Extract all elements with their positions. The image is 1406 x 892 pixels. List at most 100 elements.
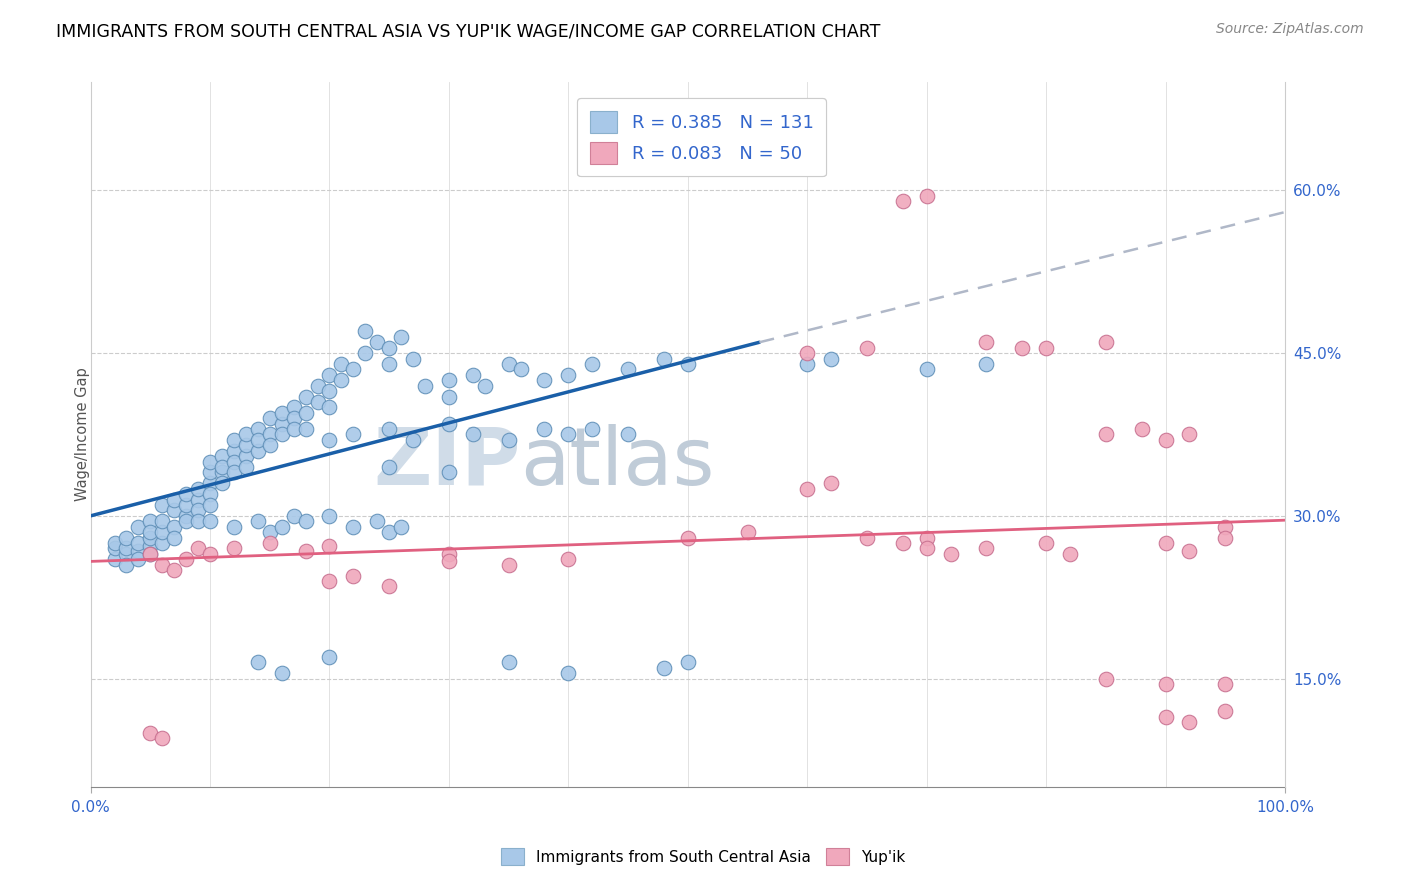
Point [270,427,292,442]
Legend: Immigrants from South Central Asia, Yup'ik: Immigrants from South Central Asia, Yup'… [495,842,911,871]
Point [676,531,699,545]
Point [270,417,292,431]
Point [1154,536,1177,550]
Point [270,666,292,681]
Point [342,427,364,442]
Point [222,466,245,480]
Text: Source: ZipAtlas.com: Source: ZipAtlas.com [1216,22,1364,37]
Point [461,368,484,382]
Point [318,401,340,415]
Point [235,460,257,475]
Point [246,443,269,458]
Point [163,531,186,545]
Point [127,536,149,550]
Point [1035,341,1057,355]
Point [198,454,221,468]
Point [437,547,460,561]
Point [198,547,221,561]
Point [270,519,292,533]
Point [498,655,520,669]
Point [318,433,340,447]
Point [318,508,340,523]
Point [1094,427,1116,442]
Point [378,579,401,593]
Point [270,406,292,420]
Point [1154,709,1177,723]
Point [533,373,555,387]
Point [354,325,377,339]
Point [939,547,962,561]
Point [378,341,401,355]
Point [115,541,138,556]
Point [737,525,759,540]
Point [557,427,579,442]
Point [318,649,340,664]
Point [378,460,401,475]
Point [174,498,197,512]
Point [915,541,938,556]
Point [139,514,162,528]
Point [246,655,269,669]
Point [246,514,269,528]
Point [198,476,221,491]
Point [211,460,233,475]
Point [294,422,316,436]
Point [652,351,675,366]
Point [150,498,173,512]
Point [259,427,281,442]
Point [437,554,460,568]
Point [246,433,269,447]
Point [103,536,125,550]
Point [211,449,233,463]
Point [366,335,388,350]
Point [294,406,316,420]
Point [1154,433,1177,447]
Point [150,536,173,550]
Point [581,357,603,371]
Point [1213,519,1236,533]
Point [294,514,316,528]
Point [318,368,340,382]
Point [437,466,460,480]
Point [498,558,520,572]
Point [1035,536,1057,550]
Point [174,514,197,528]
Point [187,503,209,517]
Point [389,519,412,533]
Point [796,482,818,496]
Point [307,378,329,392]
Point [139,525,162,540]
Point [617,427,640,442]
Point [509,362,531,376]
Point [581,422,603,436]
Point [318,539,340,553]
Point [437,390,460,404]
Point [139,539,162,553]
Point [222,433,245,447]
Point [163,492,186,507]
Point [294,390,316,404]
Point [796,357,818,371]
Point [150,558,173,572]
Point [174,552,197,566]
Point [342,362,364,376]
Point [259,438,281,452]
Point [1011,341,1033,355]
Point [1178,427,1201,442]
Point [1154,677,1177,691]
Point [533,422,555,436]
Point [294,543,316,558]
Point [820,476,842,491]
Point [354,346,377,360]
Point [163,503,186,517]
Point [283,401,305,415]
Point [187,541,209,556]
Point [222,443,245,458]
Point [139,726,162,740]
Point [235,438,257,452]
Point [915,362,938,376]
Point [856,531,879,545]
Point [389,330,412,344]
Point [139,547,162,561]
Point [198,514,221,528]
